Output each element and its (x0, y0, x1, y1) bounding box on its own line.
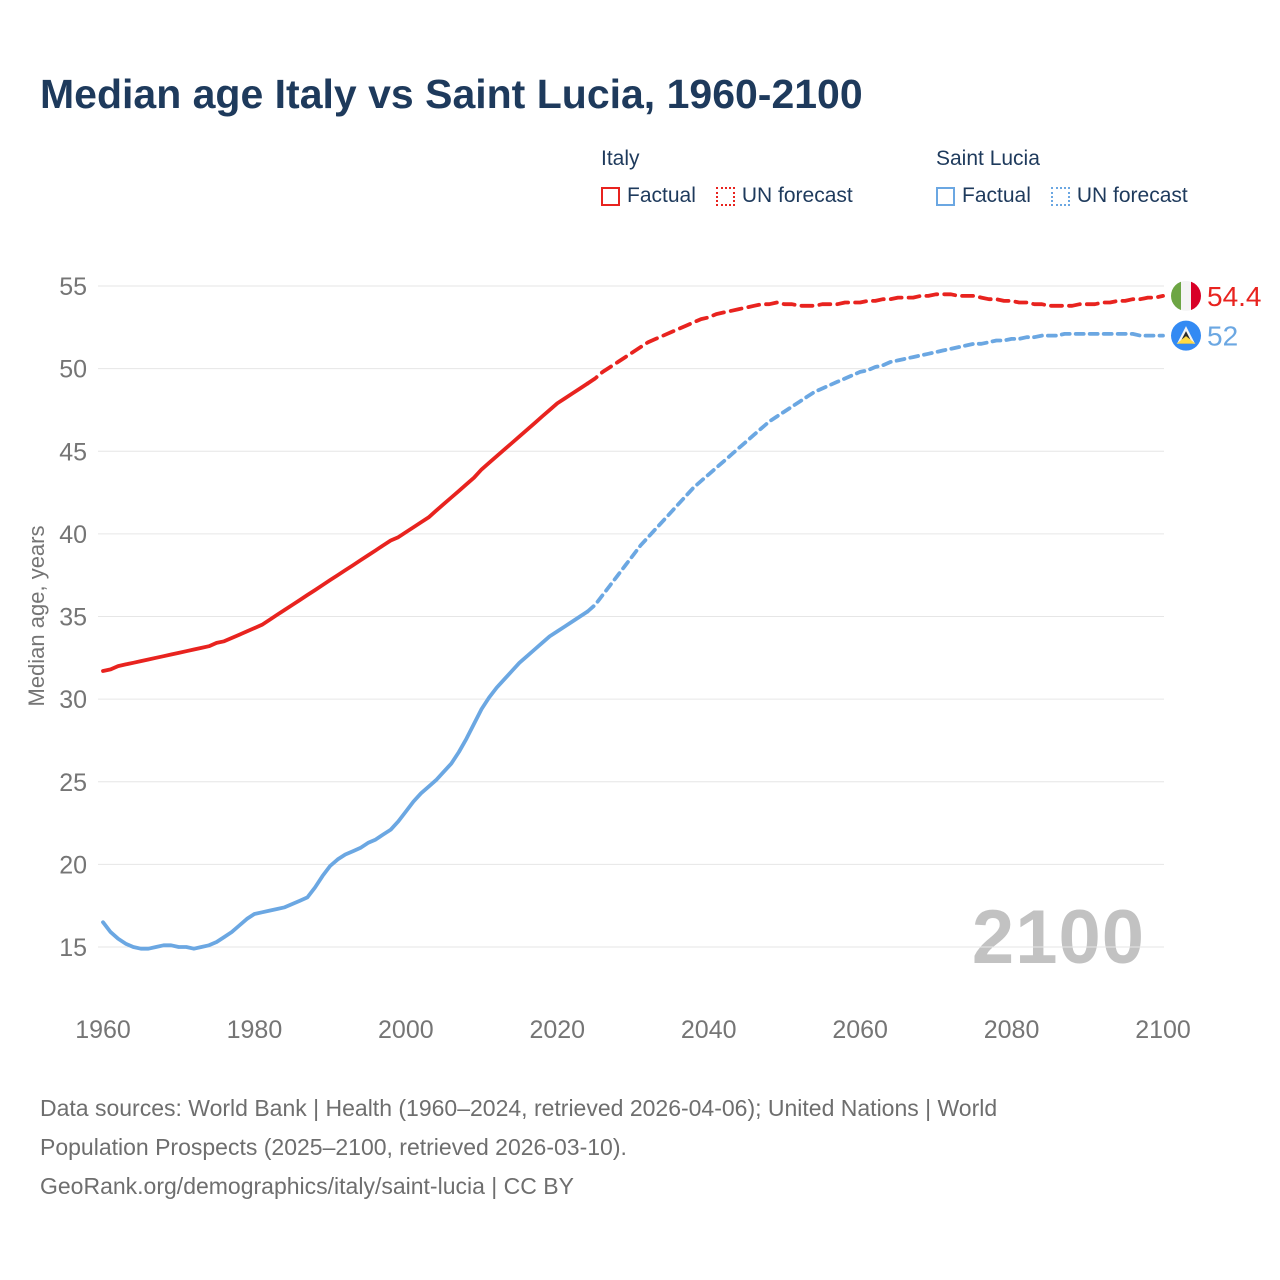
y-tick-label: 55 (59, 273, 87, 301)
end-labels-layer: 54.4 52 (1171, 280, 1262, 352)
y-tick-label: 35 (59, 604, 87, 632)
footer: Data sources: World Bank | Health (1960–… (40, 1089, 997, 1206)
x-tick-label: 2060 (832, 1016, 888, 1044)
watermark-year: 2100 (972, 895, 1145, 980)
legend-group-saint-lucia: Saint Lucia Factual UN forecast (936, 147, 1208, 208)
x-axis-layer: 1960 1980 2000 2020 2040 2060 2080 2100 (75, 1016, 1191, 1044)
series-layer (101, 292, 1165, 951)
legend-swatch-italy-forecast (715, 186, 735, 206)
y-tick-label: 20 (59, 851, 87, 879)
series-italy-factual (101, 381, 590, 673)
legend-item-label: Factual (627, 184, 696, 207)
legend-items-italy: Factual UN forecast (601, 184, 873, 208)
x-tick-label: 2020 (529, 1016, 585, 1044)
end-label-italy: 54.4 (1171, 280, 1262, 312)
legend-group-title: Saint Lucia (936, 147, 1040, 170)
y-tick-label: 40 (59, 521, 87, 549)
watermark-layer: 2100 (972, 895, 1145, 980)
y-tick-label: 50 (59, 356, 87, 384)
y-axis-title: Median age, years (24, 526, 49, 707)
x-tick-label: 2080 (984, 1016, 1040, 1044)
gridline-layer: 15 20 25 30 35 40 45 50 55 (59, 273, 1164, 962)
italy-flag-icon (1171, 280, 1201, 311)
x-tick-label: 1980 (227, 1016, 283, 1044)
page-title: Median age Italy vs Saint Lucia, 1960-21… (40, 71, 863, 117)
end-value-label-saint-lucia: 52 (1207, 321, 1238, 352)
end-label-saint-lucia: 52 (1171, 321, 1238, 352)
x-tick-label: 2000 (378, 1016, 434, 1044)
legend-item-label: UN forecast (1076, 184, 1188, 207)
legend-group-title: Italy (601, 147, 640, 170)
legend-swatch-saint-lucia-factual (936, 186, 955, 206)
legend-items-saint-lucia: Factual UN forecast (936, 184, 1208, 208)
series-saint-lucia-factual (101, 609, 590, 951)
saint-lucia-flag-icon (1171, 320, 1201, 351)
series-italy-forecast (585, 292, 1165, 386)
footer-line-attribution: GeoRank.org/demographics/italy/saint-luc… (40, 1173, 574, 1199)
legend-group-italy: Italy Factual UN forecast (601, 147, 873, 208)
legend-item-label: UN forecast (741, 184, 853, 207)
y-tick-label: 45 (59, 438, 87, 466)
legend-swatch-italy-factual (601, 186, 620, 206)
x-tick-label: 1960 (75, 1016, 131, 1044)
y-tick-label: 30 (59, 686, 87, 714)
y-tick-label: 15 (59, 934, 87, 962)
y-tick-label: 25 (59, 769, 87, 797)
legend-swatch-saint-lucia-forecast (1050, 186, 1070, 206)
end-value-label-italy: 54.4 (1207, 281, 1262, 312)
x-tick-label: 2100 (1135, 1016, 1191, 1044)
footer-line-sources-2: Population Prospects (2025–2100, retriev… (40, 1134, 627, 1160)
footer-line-sources: Data sources: World Bank | Health (1960–… (40, 1095, 998, 1121)
legend-item-label: Factual (962, 184, 1031, 207)
series-saint-lucia-forecast (585, 331, 1165, 614)
x-tick-label: 2040 (681, 1016, 737, 1044)
